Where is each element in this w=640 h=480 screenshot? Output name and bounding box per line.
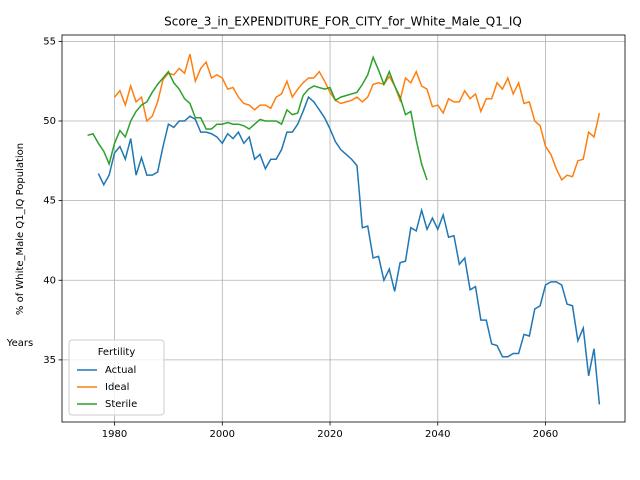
x-tick-label: 2020	[317, 429, 342, 440]
y-tick-label: 45	[43, 196, 56, 207]
chart-title: Score_3_in_EXPENDITURE_FOR_CITY_for_Whit…	[164, 15, 522, 29]
legend-label: Ideal	[105, 382, 129, 393]
y-tick-label: 40	[43, 275, 56, 286]
x-tick-label: 2040	[425, 429, 450, 440]
x-axis-label: Years	[6, 338, 33, 349]
plot-frame	[61, 34, 626, 423]
legend-label: Sterile	[105, 399, 137, 410]
legend-title: Fertility	[98, 347, 136, 358]
y-tick-label: 35	[43, 355, 56, 366]
y-tick-label: 55	[43, 36, 56, 47]
y-axis-label: % of White_Male Q1_IQ Population	[15, 143, 26, 315]
line-series	[113, 53, 601, 182]
x-tick-label: 2060	[533, 429, 558, 440]
x-tick-label: 2000	[210, 429, 235, 440]
line-series	[97, 95, 601, 405]
legend-label: Actual	[105, 365, 136, 376]
legend-box	[68, 339, 165, 416]
y-tick-label: 50	[43, 116, 56, 127]
x-tick-label: 1980	[102, 429, 127, 440]
line-series	[87, 55, 428, 181]
